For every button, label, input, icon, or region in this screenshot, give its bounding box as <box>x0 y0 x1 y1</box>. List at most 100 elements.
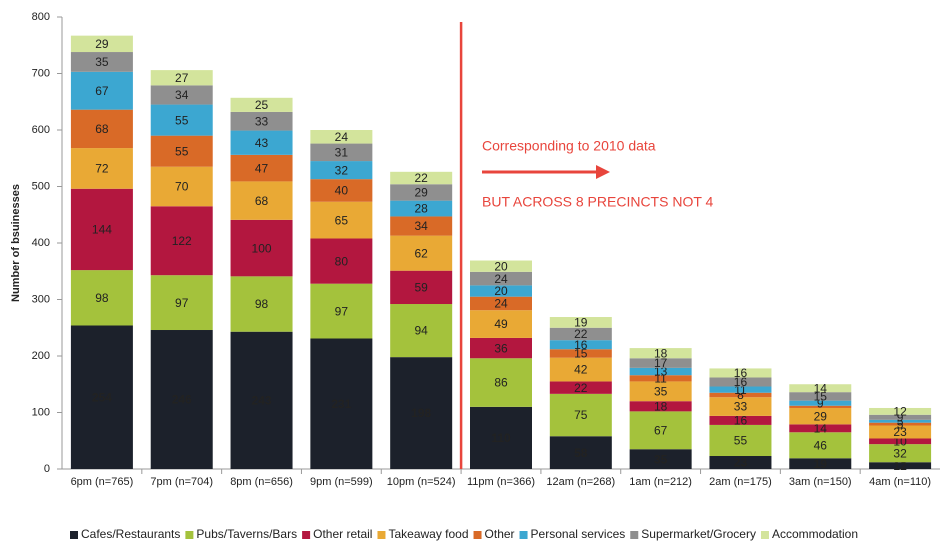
bar-segment <box>789 400 852 406</box>
x-tick-label: 1am (n=212) <box>629 476 692 488</box>
data-label: 67 <box>95 84 109 98</box>
data-label: 22 <box>574 327 588 341</box>
bar-segment <box>70 270 133 326</box>
data-label: 246 <box>172 393 192 407</box>
y-tick-label: 300 <box>32 293 50 305</box>
bar-segment <box>230 331 293 469</box>
data-label: 24 <box>335 130 349 144</box>
data-label: 9 <box>897 410 904 424</box>
legend-label: Cafes/Restaurants <box>81 527 180 541</box>
bar-segment <box>390 184 453 201</box>
data-label: 32 <box>893 446 907 460</box>
data-label: 98 <box>95 291 109 305</box>
data-label: 144 <box>92 223 112 237</box>
data-label: 32 <box>335 163 349 177</box>
annotation: Corresponding to 2010 data <box>482 138 656 154</box>
bar-segment <box>549 349 612 358</box>
y-tick-label: 100 <box>32 406 50 418</box>
data-label: 29 <box>814 409 828 423</box>
data-label: 75 <box>574 408 588 422</box>
bar-segment <box>709 397 772 416</box>
bar-segment <box>390 200 453 217</box>
data-label: 33 <box>734 400 748 414</box>
annotation: BUT ACROSS 8 PRECINCTS NOT 4 <box>482 194 714 210</box>
data-label: 16 <box>734 414 748 428</box>
data-label: 14 <box>814 381 828 395</box>
legend-label: Takeaway food <box>388 527 468 541</box>
bar-segment <box>789 432 852 459</box>
bar-segment <box>150 275 213 331</box>
data-label: 29 <box>95 37 109 51</box>
data-label: 254 <box>92 390 112 404</box>
bar-segment <box>549 357 612 382</box>
data-label: 19 <box>814 457 828 471</box>
data-label: 20 <box>494 284 508 298</box>
data-label: 55 <box>175 144 189 158</box>
bar-segment <box>709 415 772 425</box>
data-label: 97 <box>335 304 349 318</box>
bar-segment <box>390 270 453 305</box>
data-label: 5 <box>897 414 904 428</box>
data-label: 24 <box>494 272 508 286</box>
data-label: 12 <box>893 405 907 419</box>
bar-segment <box>470 337 532 359</box>
data-label: 34 <box>175 88 189 102</box>
arrow-head <box>596 165 610 179</box>
bar-segment <box>709 456 772 469</box>
data-label: 98 <box>255 297 269 311</box>
bar-segment <box>310 338 373 469</box>
data-label: 18 <box>654 399 668 413</box>
data-label: 72 <box>95 162 109 176</box>
data-label: 22 <box>415 171 429 185</box>
y-tick-label: 500 <box>32 180 50 192</box>
bar-segment <box>869 414 932 420</box>
data-label: 25 <box>255 98 269 112</box>
bar-segment <box>390 216 453 236</box>
data-label: 62 <box>415 246 429 260</box>
bar-segment <box>629 401 692 412</box>
bar-segment <box>789 407 852 425</box>
bar-segment <box>70 71 133 110</box>
bar-segment <box>150 166 213 207</box>
legend-swatch <box>760 531 769 539</box>
data-label: 55 <box>175 113 189 127</box>
data-label: 34 <box>415 219 429 233</box>
data-label: 24 <box>494 297 508 311</box>
data-label: 16 <box>734 366 748 380</box>
data-label: 35 <box>95 55 109 69</box>
x-tick-label: 2am (n=175) <box>709 476 772 488</box>
data-label: 16 <box>574 338 588 352</box>
data-label: 231 <box>331 397 351 411</box>
bar-segment <box>709 392 772 398</box>
y-tick-label: 0 <box>44 463 50 475</box>
bar-segment <box>470 296 532 311</box>
bar-segment <box>789 458 852 469</box>
bar-segment <box>789 424 852 433</box>
legend-swatch <box>70 531 78 539</box>
bar-segment <box>629 449 692 469</box>
legend-label: Pubs/Taverns/Bars <box>196 527 297 541</box>
data-label: 36 <box>494 341 508 355</box>
bar-segment <box>629 348 692 359</box>
bar-segment <box>549 317 612 328</box>
y-tick-label: 400 <box>32 237 50 249</box>
data-label: 68 <box>255 194 269 208</box>
legend-label: Supermarket/Grocery <box>641 527 756 541</box>
data-label: 15 <box>574 347 588 361</box>
bar-segment <box>549 327 612 341</box>
bar-segment <box>230 219 293 277</box>
legend-label: Other retail <box>313 527 372 541</box>
bar-segment <box>470 406 532 469</box>
x-tick-label: 7pm (n=704) <box>150 476 213 488</box>
bar-segment <box>629 411 692 450</box>
y-axis-label: Number of bsuinesses <box>10 184 22 302</box>
data-label: 198 <box>411 406 431 420</box>
data-label: 27 <box>175 71 189 85</box>
data-label: 55 <box>734 434 748 448</box>
bar-segment <box>470 285 532 297</box>
data-label: 58 <box>574 446 588 460</box>
bar-segment <box>70 325 133 469</box>
data-label: 33 <box>255 114 269 128</box>
